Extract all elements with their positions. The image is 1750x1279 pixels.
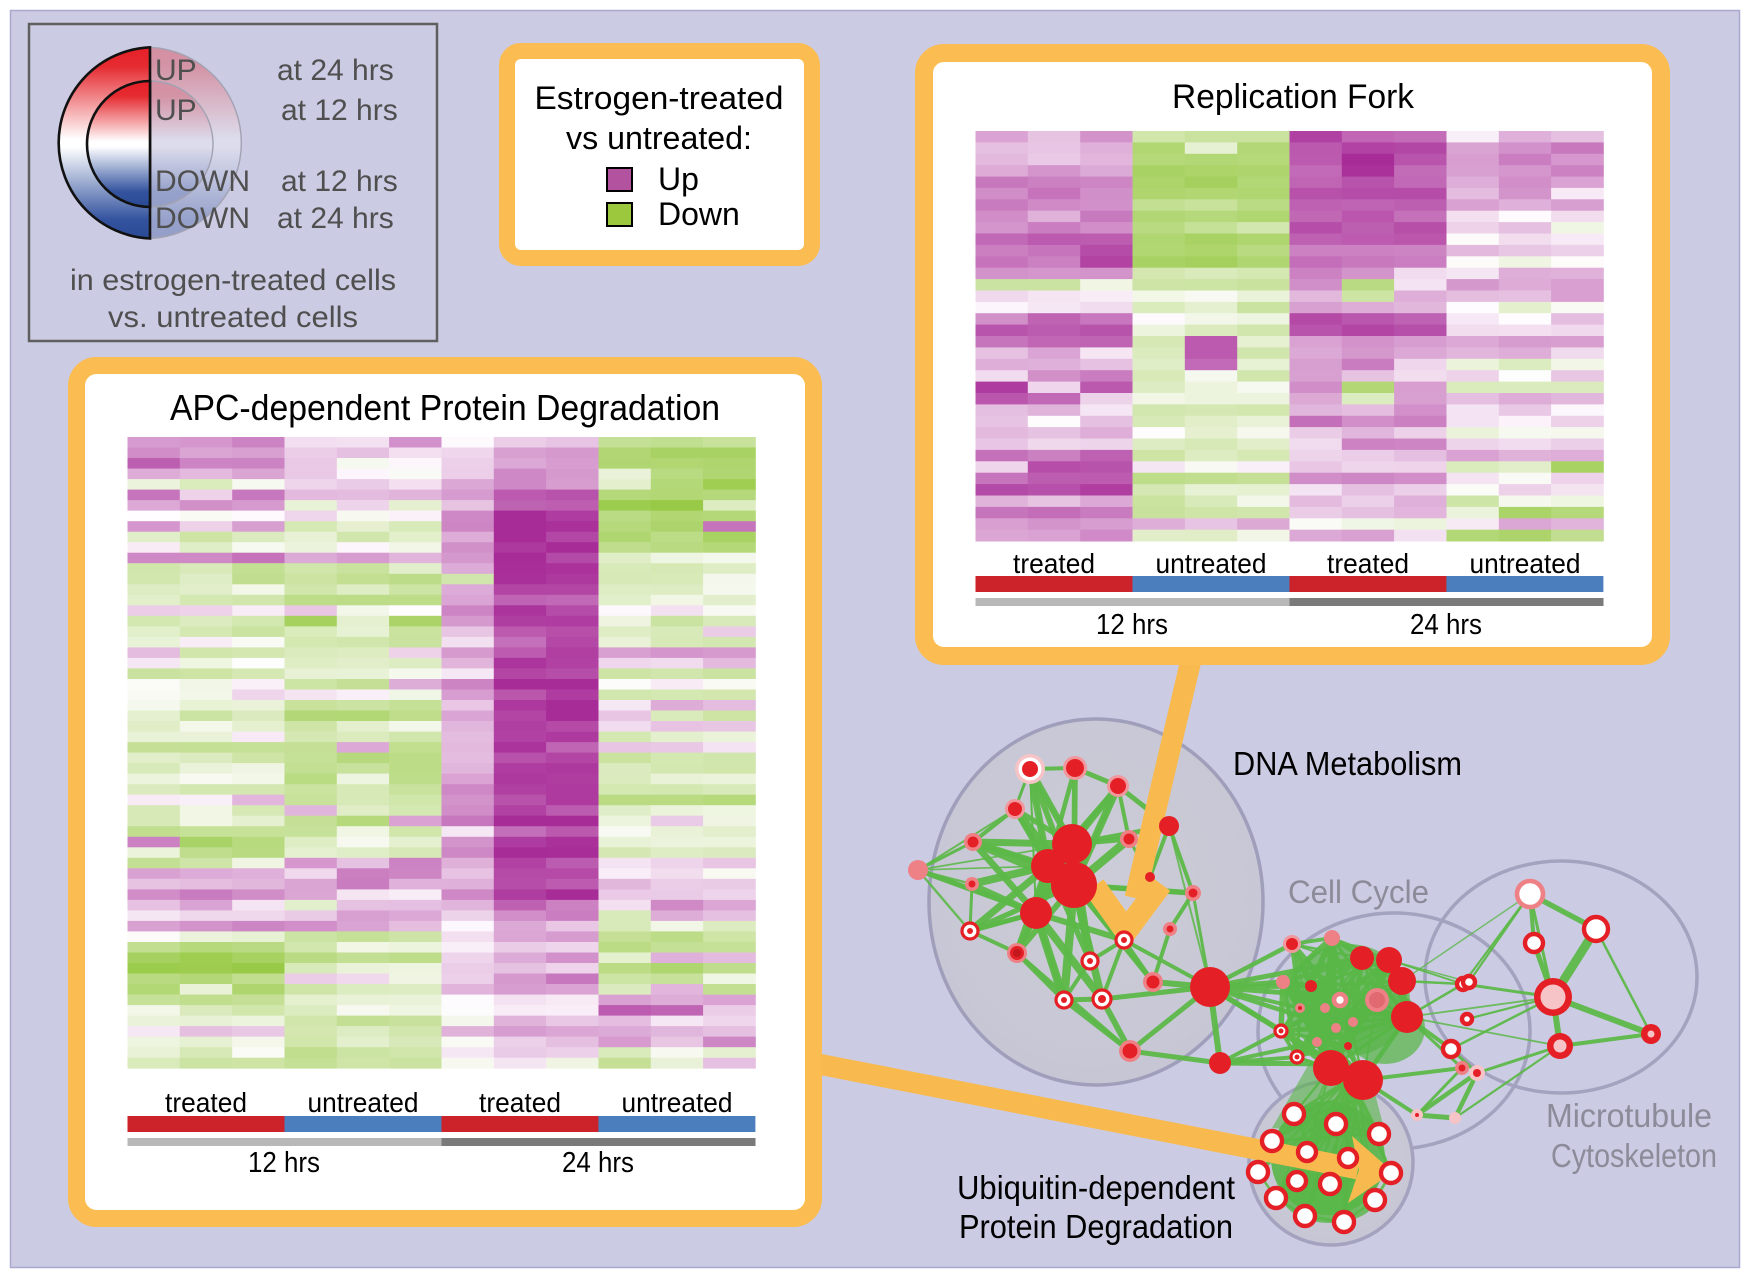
svg-text:12 hrs: 12 hrs — [248, 1147, 320, 1179]
svg-text:Estrogen-treated: Estrogen-treated — [535, 80, 784, 116]
svg-text:Cytoskeleton: Cytoskeleton — [1551, 1137, 1717, 1174]
svg-text:Ubiquitin-dependent: Ubiquitin-dependent — [957, 1169, 1235, 1206]
svg-text:untreated: untreated — [308, 1087, 419, 1118]
svg-text:at 12 hrs: at 12 hrs — [281, 165, 398, 198]
svg-text:DNA Metabolism: DNA Metabolism — [1233, 745, 1462, 782]
svg-text:Replication Fork: Replication Fork — [1172, 78, 1415, 116]
svg-text:treated: treated — [479, 1087, 561, 1118]
svg-text:at 12 hrs: at 12 hrs — [281, 94, 398, 127]
svg-text:24 hrs: 24 hrs — [1410, 609, 1482, 641]
svg-text:UP: UP — [155, 94, 197, 127]
svg-text:vs untreated:: vs untreated: — [566, 120, 752, 156]
svg-text:UP: UP — [155, 54, 197, 87]
svg-text:in estrogen-treated cells: in estrogen-treated cells — [70, 264, 396, 297]
svg-text:treated: treated — [1013, 548, 1095, 579]
svg-text:Protein Degradation: Protein Degradation — [959, 1208, 1233, 1245]
svg-text:treated: treated — [165, 1087, 247, 1118]
svg-text:12 hrs: 12 hrs — [1096, 609, 1168, 641]
svg-text:untreated: untreated — [1470, 548, 1581, 579]
svg-text:APC-dependent Protein Degradat: APC-dependent Protein Degradation — [170, 387, 720, 428]
svg-text:vs. untreated cells: vs. untreated cells — [108, 301, 358, 334]
svg-text:at 24 hrs: at 24 hrs — [277, 54, 394, 87]
svg-text:at 24 hrs: at 24 hrs — [277, 202, 394, 235]
svg-text:untreated: untreated — [1156, 548, 1267, 579]
svg-text:DOWN: DOWN — [155, 202, 250, 235]
svg-text:Cell Cycle: Cell Cycle — [1288, 874, 1429, 910]
svg-text:Up: Up — [658, 161, 699, 197]
svg-text:untreated: untreated — [622, 1087, 733, 1118]
svg-text:Microtubule: Microtubule — [1546, 1097, 1712, 1134]
svg-text:Down: Down — [658, 196, 740, 232]
svg-text:treated: treated — [1327, 548, 1409, 579]
svg-text:24 hrs: 24 hrs — [562, 1147, 634, 1179]
svg-text:DOWN: DOWN — [155, 165, 250, 198]
